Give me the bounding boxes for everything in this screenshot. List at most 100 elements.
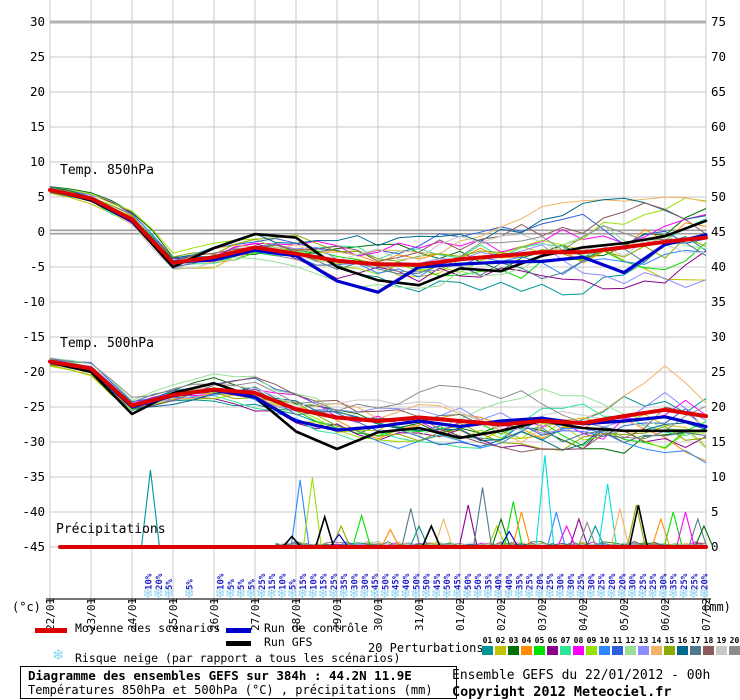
- svg-text:10: 10: [30, 154, 45, 169]
- snowflake-icon: ❄: [349, 587, 360, 602]
- perturbation-09: 09: [585, 636, 598, 655]
- run-info: Ensemble GEFS du 22/01/2012 - 00h: [452, 668, 711, 683]
- svg-text:29/01: 29/01: [331, 598, 344, 631]
- legend-control-label: Run de contrôle: [264, 621, 368, 635]
- svg-text:30/01: 30/01: [372, 598, 385, 631]
- svg-text:35: 35: [711, 294, 726, 309]
- snowflake-icon: ❄: [472, 587, 483, 602]
- snowflake-icon: ❄: [184, 587, 195, 602]
- svg-text:15%: 15%: [320, 573, 330, 590]
- snowflake-icon: ❄: [513, 587, 524, 602]
- perturbation-17: 17: [689, 636, 702, 655]
- svg-text:0: 0: [37, 224, 45, 239]
- svg-text:23/01: 23/01: [85, 598, 98, 631]
- legend-gfs-label: Run GFS: [264, 635, 313, 649]
- legend-perturbations-label: 20 Perturbations: [368, 641, 484, 655]
- svg-text:20: 20: [711, 399, 726, 414]
- svg-text:-20: -20: [22, 364, 45, 379]
- perturbation-10: 10: [598, 636, 611, 655]
- control-line-swatch: [226, 628, 251, 633]
- svg-text:35%: 35%: [484, 573, 494, 590]
- svg-text:05/02: 05/02: [618, 598, 631, 631]
- snowflake-icon: ❄: [400, 587, 411, 602]
- svg-text:65: 65: [711, 84, 726, 99]
- svg-text:20%: 20%: [618, 573, 628, 590]
- svg-text:60: 60: [711, 119, 726, 134]
- svg-text:10%: 10%: [217, 573, 227, 590]
- snowflake-icon: ❄: [163, 587, 174, 602]
- svg-text:25%: 25%: [598, 573, 608, 590]
- svg-text:5%: 5%: [237, 579, 247, 590]
- precipitation-curves: [140, 455, 714, 548]
- svg-text:30%: 30%: [567, 573, 577, 590]
- snowflake-icon: ❄: [647, 587, 658, 602]
- svg-text:5%: 5%: [165, 579, 175, 590]
- svg-text:40%: 40%: [402, 573, 412, 590]
- svg-text:25%: 25%: [690, 573, 700, 590]
- svg-text:-25: -25: [22, 399, 45, 414]
- snowflake-icon: ❄: [431, 587, 442, 602]
- snowflake-icon: ❄: [534, 587, 545, 602]
- svg-text:10: 10: [711, 469, 726, 484]
- svg-text:06/02: 06/02: [659, 598, 672, 631]
- snowflake-icon: ❄: [266, 587, 277, 602]
- svg-text:15%: 15%: [299, 573, 309, 590]
- temp-500-label: Temp. 500hPa: [60, 336, 154, 351]
- copyright: Copyright 2012 Meteociel.fr: [452, 684, 672, 700]
- svg-text:30: 30: [30, 14, 45, 29]
- perturbation-14: 14: [650, 636, 663, 655]
- svg-text:5%: 5%: [186, 579, 196, 590]
- snowflake-icon: ❄: [462, 587, 473, 602]
- svg-text:25%: 25%: [680, 573, 690, 590]
- gridlines: [49, 0, 707, 599]
- svg-text:25%: 25%: [577, 573, 587, 590]
- svg-text:-35: -35: [22, 469, 45, 484]
- svg-text:07/02: 07/02: [700, 598, 713, 631]
- snowflake-icon: ❄: [688, 587, 699, 602]
- perturbation-20: 20: [728, 636, 740, 655]
- snowflake-icon: ❄: [544, 587, 555, 602]
- perturbation-12: 12: [624, 636, 637, 655]
- svg-text:01/02: 01/02: [454, 598, 467, 631]
- y-axis-left-labels: 30 25 20 15 10 5 0 -5 -10 -15 -20 -25 -30 -35 -40 -45: [22, 14, 45, 554]
- snowflake-icon: ❄: [287, 587, 298, 602]
- perturbation-18: 18: [702, 636, 715, 655]
- temp-850-label: Temp. 850hPa: [60, 163, 154, 178]
- snowflake-icon: ❄: [585, 587, 596, 602]
- svg-text:22/01: 22/01: [44, 598, 57, 631]
- snowflake-icon: ❄: [338, 587, 349, 602]
- svg-text:25%: 25%: [526, 573, 536, 590]
- svg-text:0: 0: [711, 539, 719, 554]
- svg-text:50%: 50%: [412, 573, 422, 590]
- snowflake-icon: ❄: [297, 587, 308, 602]
- snowflake-icon: ❄: [596, 587, 607, 602]
- svg-text:-40: -40: [22, 504, 45, 519]
- mean-line-swatch: [35, 628, 67, 633]
- svg-text:02/02: 02/02: [495, 598, 508, 631]
- svg-text:-10: -10: [22, 294, 45, 309]
- snowflake-icon: ❄: [215, 587, 226, 602]
- perturbation-02: 02: [494, 636, 507, 655]
- precipitations-label: Précipitations: [56, 522, 166, 537]
- svg-text:35%: 35%: [515, 573, 525, 590]
- svg-text:31/01: 31/01: [413, 598, 426, 631]
- svg-text:15%: 15%: [268, 573, 278, 590]
- svg-text:-30: -30: [22, 434, 45, 449]
- snowflake-icon: ❄: [410, 587, 421, 602]
- svg-text:15: 15: [711, 434, 726, 449]
- snowflake-icon: ❄: [524, 587, 535, 602]
- svg-text:10%: 10%: [309, 573, 319, 590]
- svg-text:20%: 20%: [155, 573, 165, 590]
- right-axis-unit: (mm): [702, 600, 731, 614]
- snowflake-icon: ❄: [328, 587, 339, 602]
- svg-text:55: 55: [711, 154, 726, 169]
- perturbation-08: 08: [572, 636, 585, 655]
- svg-text:25/01: 25/01: [167, 598, 180, 631]
- svg-text:20%: 20%: [701, 573, 711, 590]
- svg-text:5: 5: [37, 189, 45, 204]
- svg-text:40: 40: [711, 259, 726, 274]
- svg-text:30%: 30%: [350, 573, 360, 590]
- svg-text:5%: 5%: [227, 579, 237, 590]
- svg-text:50%: 50%: [381, 573, 391, 590]
